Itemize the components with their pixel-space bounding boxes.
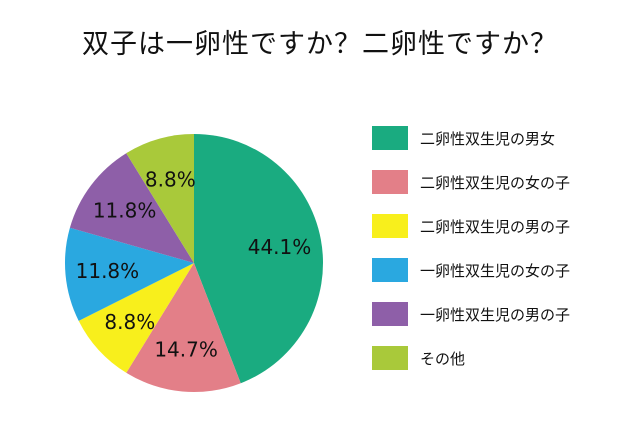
legend-item-1: 二卵性双生児の男女 bbox=[372, 116, 570, 160]
slice-value-label-3: 8.8% bbox=[104, 310, 155, 334]
pie-slice-2 bbox=[126, 263, 241, 393]
slice-value-label-4: 11.8% bbox=[76, 259, 140, 283]
pie-slice-4 bbox=[64, 227, 195, 321]
pie-slice-1 bbox=[194, 134, 324, 384]
legend-item-5: 一卵性双生児の男の子 bbox=[372, 292, 570, 336]
slice-value-label-1: 44.1% bbox=[248, 235, 312, 259]
legend-swatch bbox=[372, 170, 408, 194]
legend-swatch bbox=[372, 302, 408, 326]
chart-title: 双子は一卵性ですか？二卵性ですか？ bbox=[82, 29, 558, 60]
slice-value-label-6: 8.8% bbox=[145, 167, 196, 191]
legend-label: 一卵性双生児の男の子 bbox=[420, 305, 571, 324]
legend-swatch bbox=[372, 258, 408, 282]
legend-swatch bbox=[372, 214, 408, 238]
legend-swatch bbox=[372, 346, 408, 370]
legend-label: 二卵性双生児の男女 bbox=[420, 129, 556, 148]
legend-item-4: 一卵性双生児の女の子 bbox=[372, 248, 570, 292]
legend-label: その他 bbox=[420, 349, 466, 368]
chart-legend: 二卵性双生児の男女 二卵性双生児の女の子 二卵性双生児の男の子 一卵性双生児の女の子一… bbox=[372, 116, 570, 380]
legend-label: 一卵性双生児の女の子 bbox=[420, 261, 571, 280]
legend-item-3: 二卵性双生児の男の子 bbox=[372, 204, 570, 248]
legend-item-6: その他 bbox=[372, 336, 570, 380]
legend-swatch bbox=[372, 126, 408, 150]
legend-label: 二卵性双生児の男の子 bbox=[420, 217, 571, 236]
slice-value-label-5: 11.8% bbox=[93, 199, 157, 223]
pie-slice-6 bbox=[126, 134, 194, 263]
pie-slice-5 bbox=[69, 153, 194, 263]
legend-label: 二卵性双生児の女の子 bbox=[420, 173, 571, 192]
slice-value-label-2: 14.7% bbox=[154, 338, 218, 362]
legend-item-2: 二卵性双生児の女の子 bbox=[372, 160, 570, 204]
pie-slice-3 bbox=[78, 263, 194, 373]
